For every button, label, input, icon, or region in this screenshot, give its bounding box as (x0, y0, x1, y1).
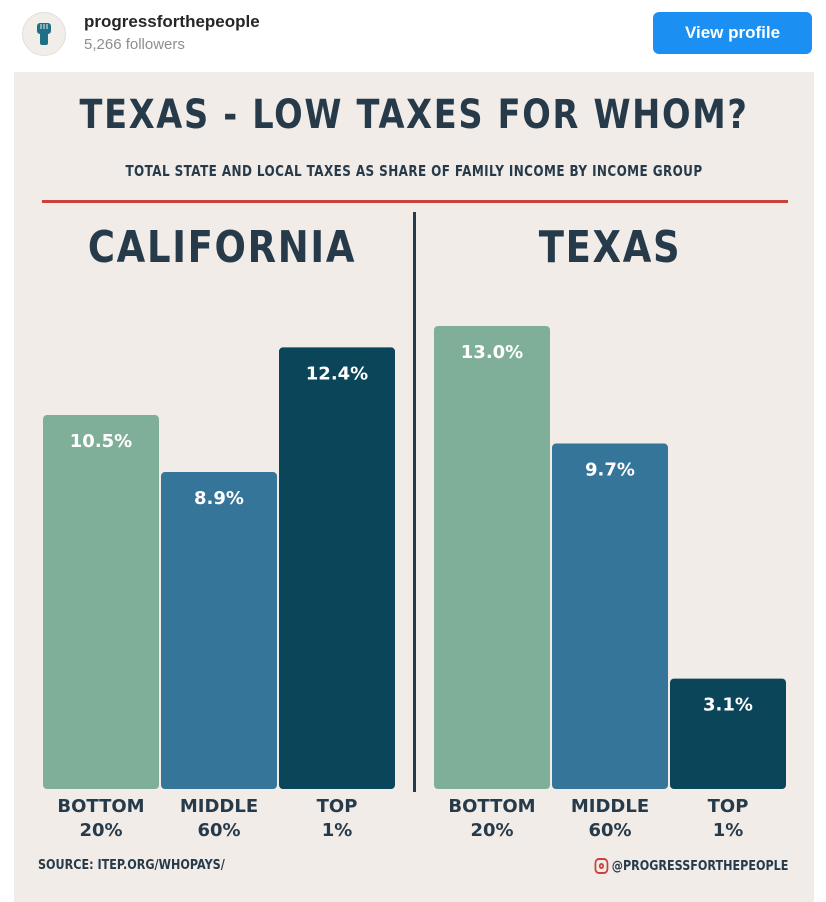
bar-chart: 10.5% BOTTOM 20% 8.9% MIDDLE 60% 12.4% TOP 1% 13.… (43, 326, 786, 841)
texas-category-label-bottom-0: BOTTOM (448, 796, 535, 817)
california-bar-middle (161, 472, 277, 789)
texas-category-label-middle-1: 60% (588, 820, 631, 841)
texas-bar-middle (552, 443, 668, 789)
panel-divider (413, 212, 416, 792)
california-bar-bottom (43, 415, 159, 789)
view-profile-button[interactable]: View profile (653, 12, 812, 54)
california-category-label-top-1: 1% (322, 820, 353, 841)
post-header: progressforthepeople 5,266 followers Vie… (0, 0, 826, 70)
california-category-label-middle-1: 60% (197, 820, 240, 841)
follower-count: 5,266 followers (84, 36, 185, 53)
source-note: SOURCE: ITEP.ORG/WHOPAYS/ (38, 858, 225, 873)
instagram-handle-text: @PROGRESSFORTHEPEOPLE (611, 858, 788, 874)
username[interactable]: progressforthepeople (84, 12, 260, 31)
texas-category-label-middle-0: MIDDLE (571, 796, 649, 817)
texas-category-label-bottom-1: 20% (470, 820, 513, 841)
texas-bar-bottom (434, 326, 550, 789)
texas-value-label-top: 3.1% (703, 695, 753, 716)
california-value-label-middle: 8.9% (194, 488, 244, 509)
texas-value-label-bottom: 13.0% (461, 342, 523, 363)
avatar[interactable] (22, 12, 66, 56)
texas-panel-title: TEXAS (538, 222, 682, 273)
raised-fist-icon (37, 23, 51, 45)
california-category-label-middle-0: MIDDLE (180, 796, 258, 817)
california-value-label-bottom: 10.5% (70, 431, 132, 452)
poster-title: TEXAS - LOW TAXES FOR WHOM? (79, 92, 749, 138)
poster-subtitle: TOTAL STATE AND LOCAL TAXES AS SHARE OF … (125, 162, 703, 180)
california-value-label-top: 12.4% (306, 363, 368, 384)
california-bar-top (279, 347, 395, 789)
instagram-icon (594, 858, 608, 874)
california-category-label-bottom-1: 20% (79, 820, 122, 841)
instagram-handle: @PROGRESSFORTHEPEOPLE (594, 858, 788, 874)
texas-category-label-top-0: TOP (708, 796, 749, 817)
texas-bar-top (670, 678, 786, 789)
title-divider (42, 200, 788, 203)
texas-value-label-middle: 9.7% (585, 460, 635, 481)
california-category-label-top-0: TOP (317, 796, 358, 817)
infographic: TEXAS - LOW TAXES FOR WHOM? TOTAL STATE … (14, 72, 814, 902)
california-category-label-bottom-0: BOTTOM (57, 796, 144, 817)
california-panel-title: CALIFORNIA (87, 222, 357, 273)
texas-category-label-top-1: 1% (713, 820, 744, 841)
